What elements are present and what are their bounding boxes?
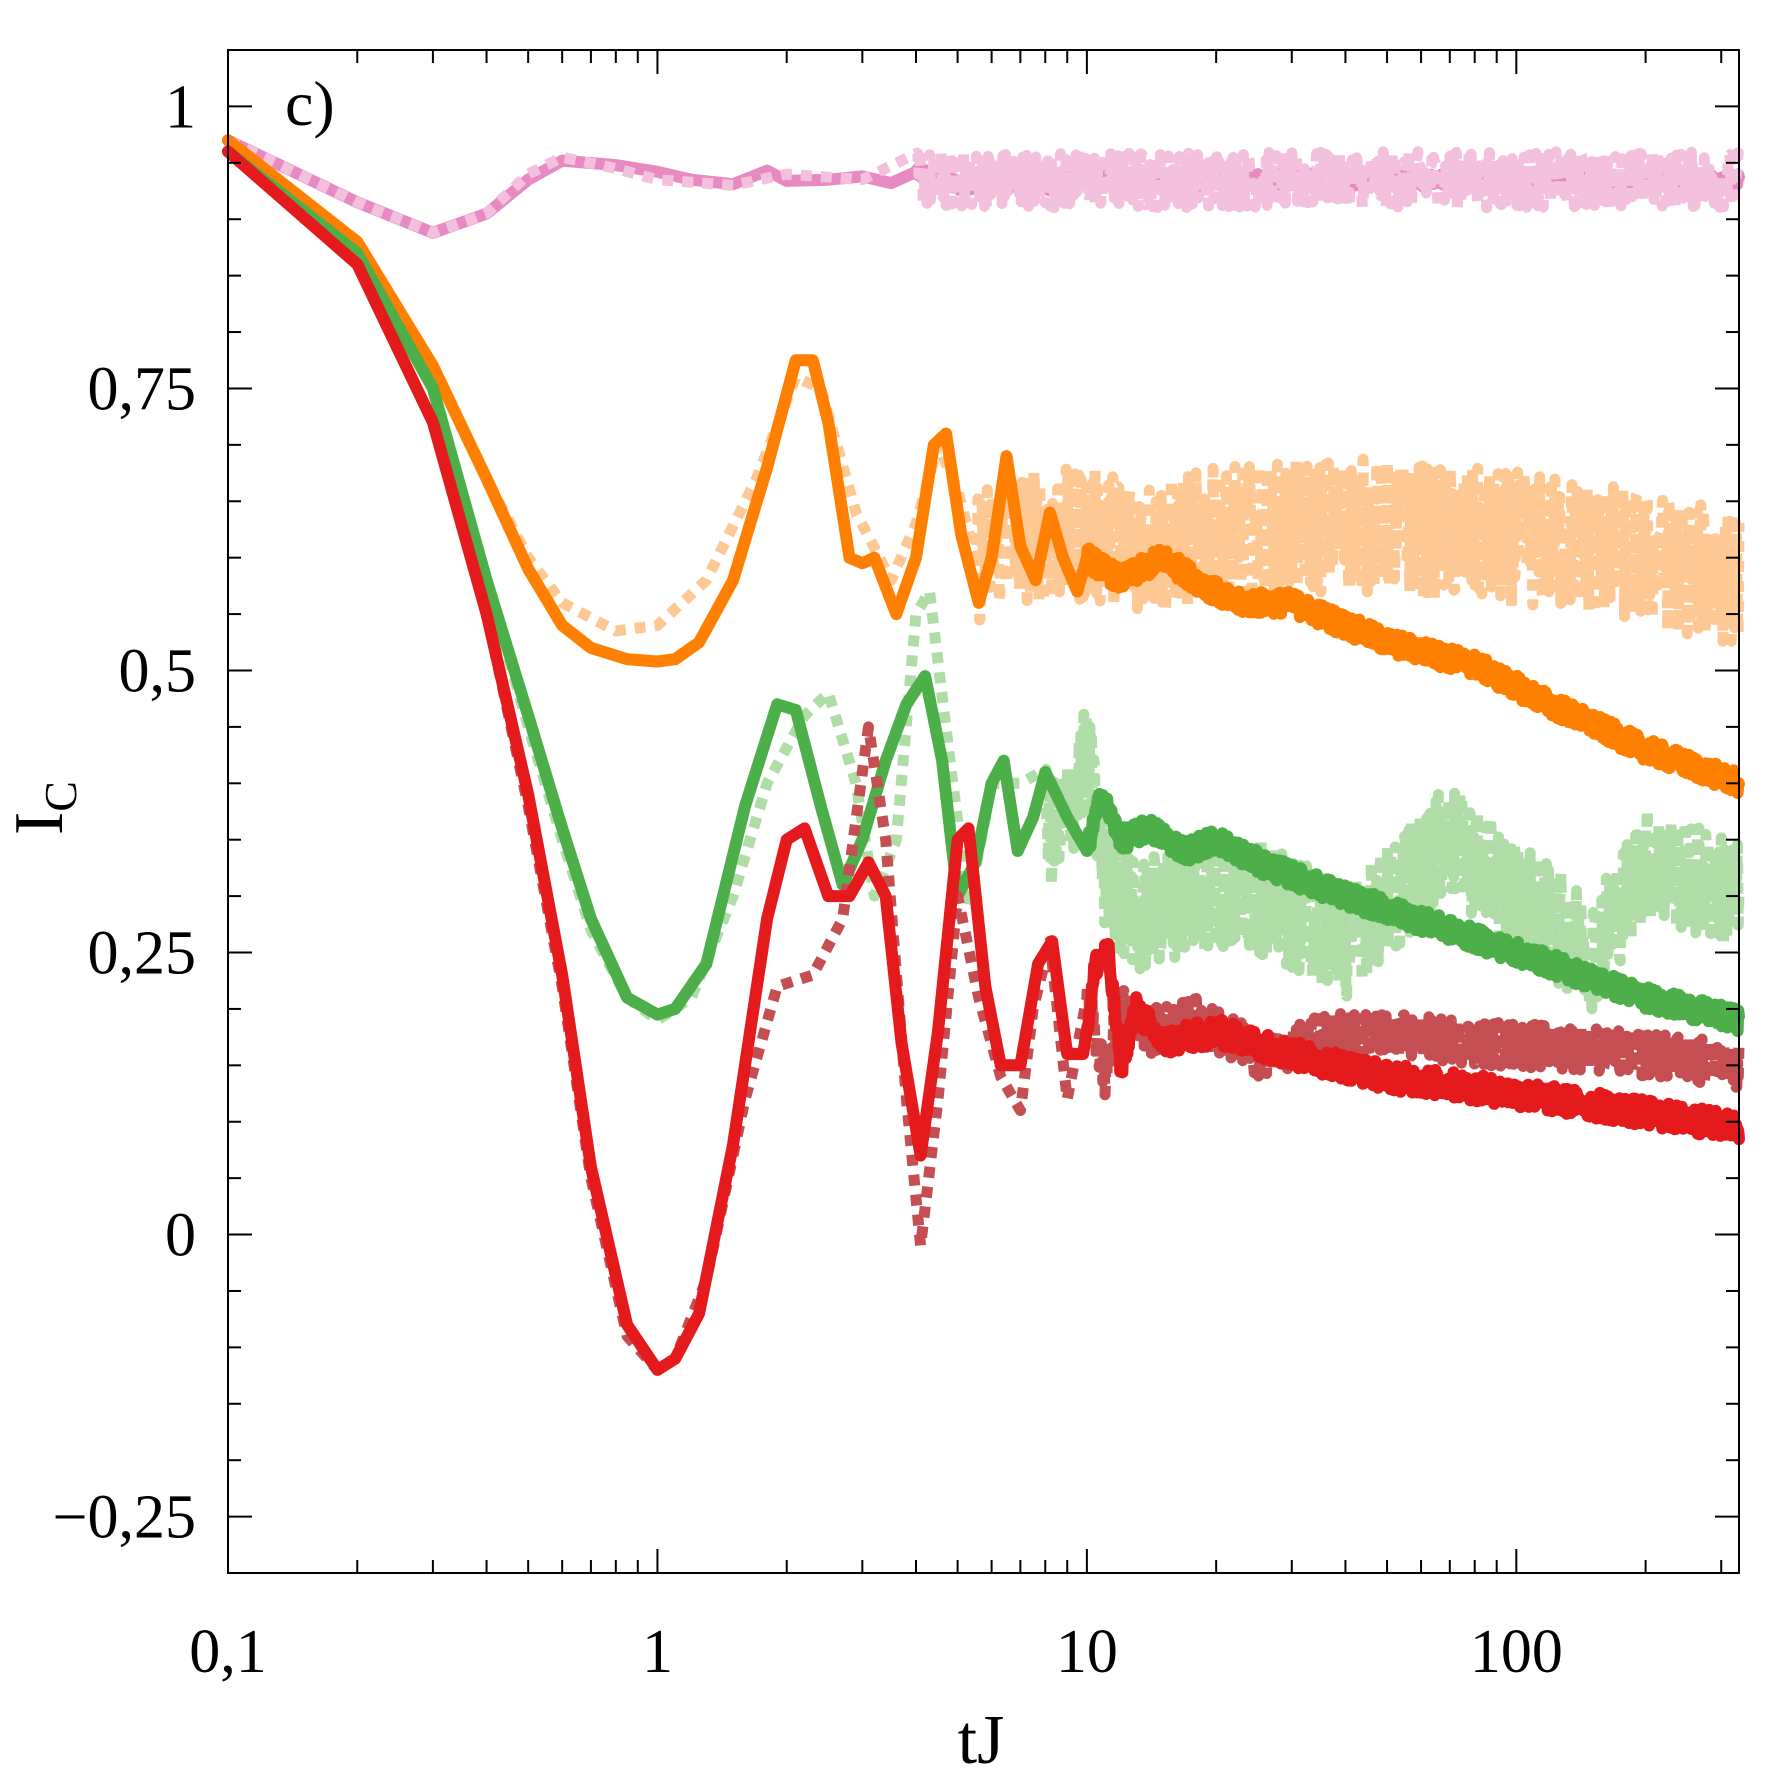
y-tick-label: 0,25 bbox=[88, 920, 197, 988]
y-axis-title-main: I bbox=[1, 812, 78, 835]
y-tick-label: 1 bbox=[165, 73, 196, 141]
x-tick-label: 10 bbox=[1056, 1618, 1118, 1686]
series-line-2-orange_light bbox=[224, 135, 1745, 647]
x-tick-label: 100 bbox=[1470, 1618, 1563, 1686]
series-line-3-orange bbox=[222, 134, 1745, 799]
series-line-1-pink_light bbox=[225, 135, 1745, 239]
y-axis-title: IC bbox=[1, 781, 86, 835]
plot-frame bbox=[227, 49, 1740, 1574]
svg-text:IC: IC bbox=[1, 781, 86, 835]
series-line-6-red_dark bbox=[224, 147, 1745, 1376]
tick-layer: 0,1 1 10 100 −0,25 0 0,25 0,5 0,75 1 bbox=[53, 50, 1739, 1686]
y-tick-label: 0,75 bbox=[88, 355, 197, 423]
panel-label: c) bbox=[285, 68, 335, 139]
x-tick-label: 1 bbox=[642, 1618, 673, 1686]
y-axis-title-subscript: C bbox=[35, 781, 86, 812]
y-tick-label: 0 bbox=[165, 1202, 196, 1270]
x-axis-title: tJ bbox=[958, 1702, 1005, 1771]
series-line-7-red bbox=[222, 145, 1745, 1376]
y-tick-label: −0,25 bbox=[53, 1484, 196, 1552]
x-tick-label: 0,1 bbox=[189, 1618, 267, 1686]
series-layer bbox=[222, 134, 1745, 1376]
series-line-5-green bbox=[222, 145, 1745, 1038]
y-tick-label: 0,5 bbox=[119, 637, 197, 705]
